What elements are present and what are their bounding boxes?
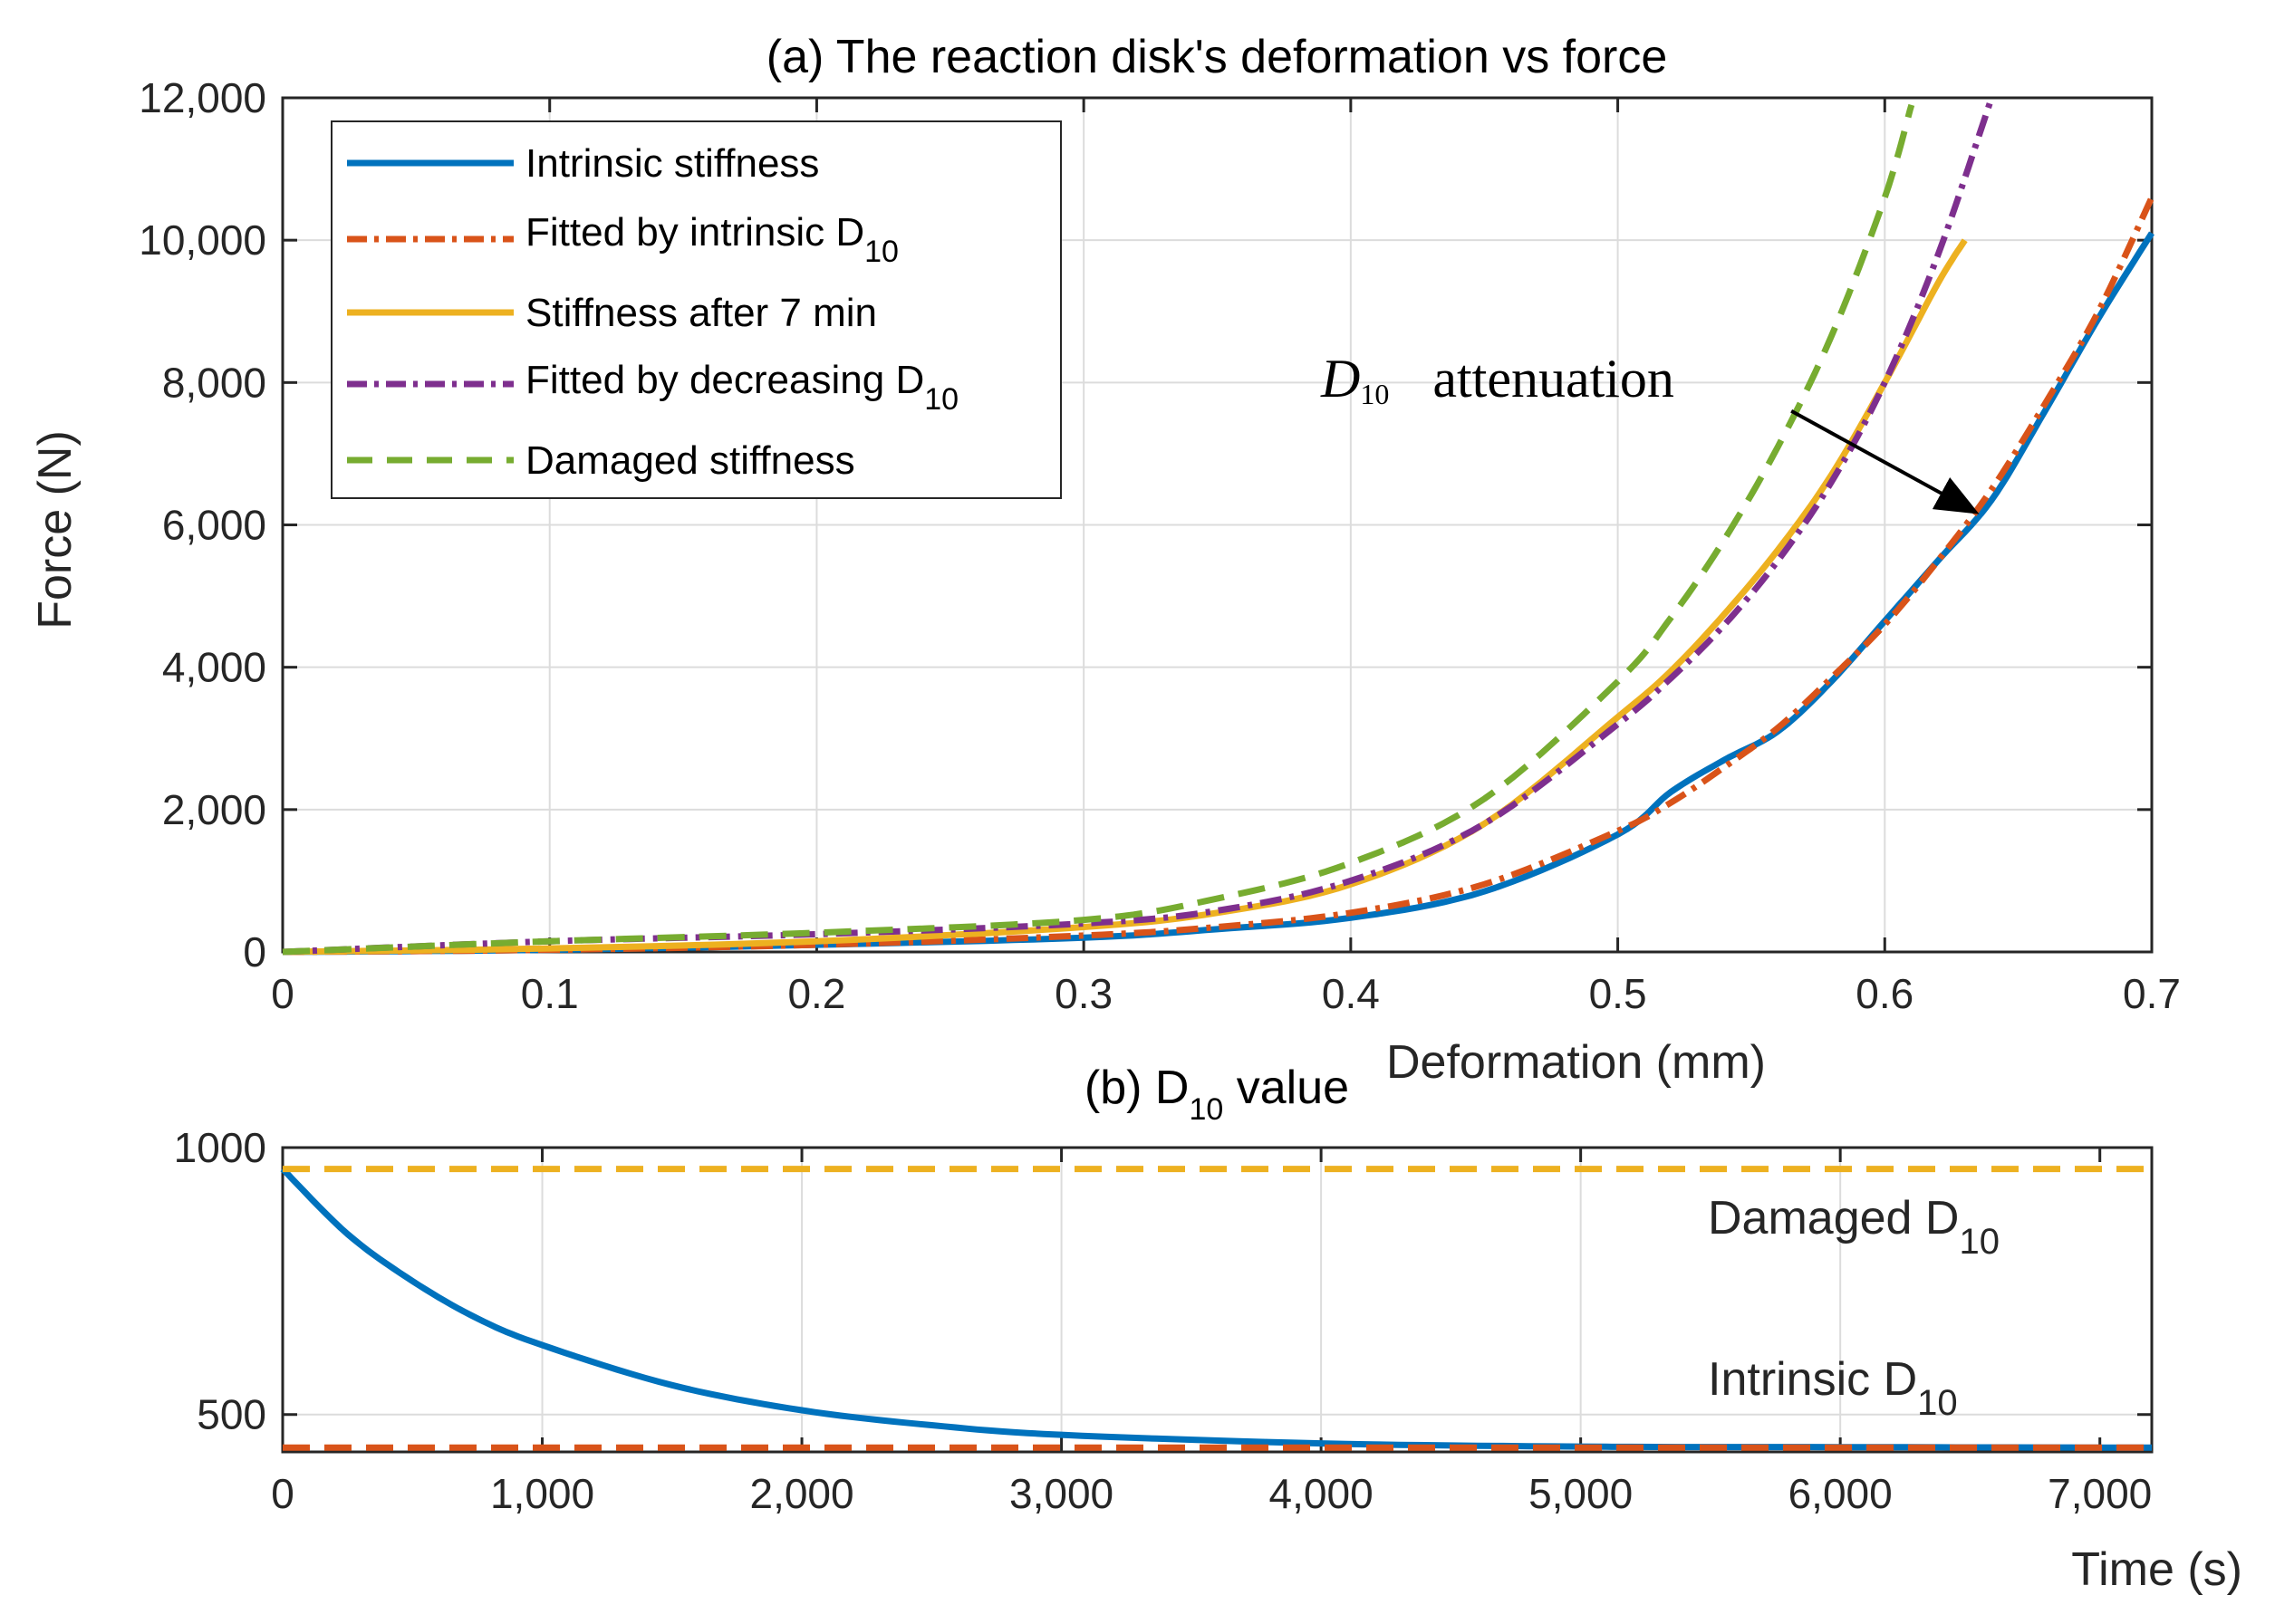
annotation-attenuation: D10 attenuation xyxy=(1320,349,1674,410)
chart-b-series xyxy=(280,1166,2153,1451)
ytick-label: 2,000 xyxy=(162,786,266,833)
chart-b-title: (b) D10 value xyxy=(1084,1062,1349,1127)
chart-a-ylabel: Force (N) xyxy=(29,430,82,629)
legend-label-fitted-intrinsic: Fitted by intrinsic D10 xyxy=(525,210,899,269)
xtick-label: 0 xyxy=(271,970,294,1017)
ytick-label: 10,000 xyxy=(139,216,266,264)
chart-b: 0 1,000 2,000 3,000 4,000 5,000 6,000 7,000 500 1… xyxy=(174,1062,2242,1596)
xtick-label: 2,000 xyxy=(749,1470,853,1517)
legend-label-damaged: Damaged stiffness xyxy=(525,438,855,483)
chart-a-series xyxy=(282,96,2155,956)
ytick-label: 6,000 xyxy=(162,502,266,549)
legend-label-after-7min: Stiffness after 7 min xyxy=(525,291,877,335)
ytick-label: 1000 xyxy=(174,1124,266,1171)
xtick-label: 0.5 xyxy=(1589,970,1647,1017)
xtick-label: 5,000 xyxy=(1528,1470,1633,1517)
series-line-damaged-stiffness xyxy=(282,103,1915,956)
ytick-label: 500 xyxy=(197,1391,266,1438)
xtick-label: 0.1 xyxy=(521,970,579,1017)
chart-b-grid xyxy=(283,1148,2152,1452)
xtick-label: 0.3 xyxy=(1055,970,1113,1017)
chart-b-axes-box xyxy=(281,1146,2154,1454)
legend-label-intrinsic: Intrinsic stiffness xyxy=(525,141,819,186)
annotation-intrinsic-d10: Intrinsic D10 xyxy=(1708,1353,1958,1423)
xtick-label: 0.6 xyxy=(1856,970,1914,1017)
series-line-fitted-by-intrinsic-d10 xyxy=(282,196,2155,956)
ytick-label: 4,000 xyxy=(162,644,266,691)
xtick-label: 6,000 xyxy=(1788,1470,1893,1517)
chart-a-xlabel: Deformation (mm) xyxy=(1386,1036,1766,1089)
xtick-label: 0.2 xyxy=(787,970,845,1017)
ytick-label: 12,000 xyxy=(139,74,266,121)
series-line-intrinsic-stiffness xyxy=(282,231,2155,956)
ytick-label: 8,000 xyxy=(162,359,266,406)
xtick-label: 0.7 xyxy=(2123,970,2181,1017)
chart-b-ticks: 0 1,000 2,000 3,000 4,000 5,000 6,000 7,000 500 1… xyxy=(174,1124,2153,1517)
chart-a: 0 0.1 0.2 0.3 0.4 0.5 0.6 0.7 0 2,000 4,000 6,000 8,… xyxy=(29,31,2181,1089)
xtick-label: 3,000 xyxy=(1009,1470,1113,1517)
xtick-label: 7,000 xyxy=(2048,1470,2152,1517)
series-line-stiffness-after-7-min xyxy=(282,238,1968,956)
xtick-label: 1,000 xyxy=(490,1470,594,1517)
xtick-label: 4,000 xyxy=(1269,1470,1374,1517)
legend-label-fitted-decreasing: Fitted by decreasing D10 xyxy=(525,358,959,417)
xtick-label: 0.4 xyxy=(1322,970,1380,1017)
chart-a-title: (a) The reaction disk's deformation vs f… xyxy=(766,31,1668,83)
annotation-arrow xyxy=(1790,409,1980,514)
chart-a-legend: Intrinsic stiffness Fitted by intrinsic … xyxy=(331,120,1062,499)
annotation-damaged-d10: Damaged D10 xyxy=(1708,1192,2000,1262)
xtick-label: 0 xyxy=(271,1470,294,1517)
chart-b-xlabel: Time (s) xyxy=(2071,1543,2242,1596)
ytick-label: 0 xyxy=(243,928,266,975)
